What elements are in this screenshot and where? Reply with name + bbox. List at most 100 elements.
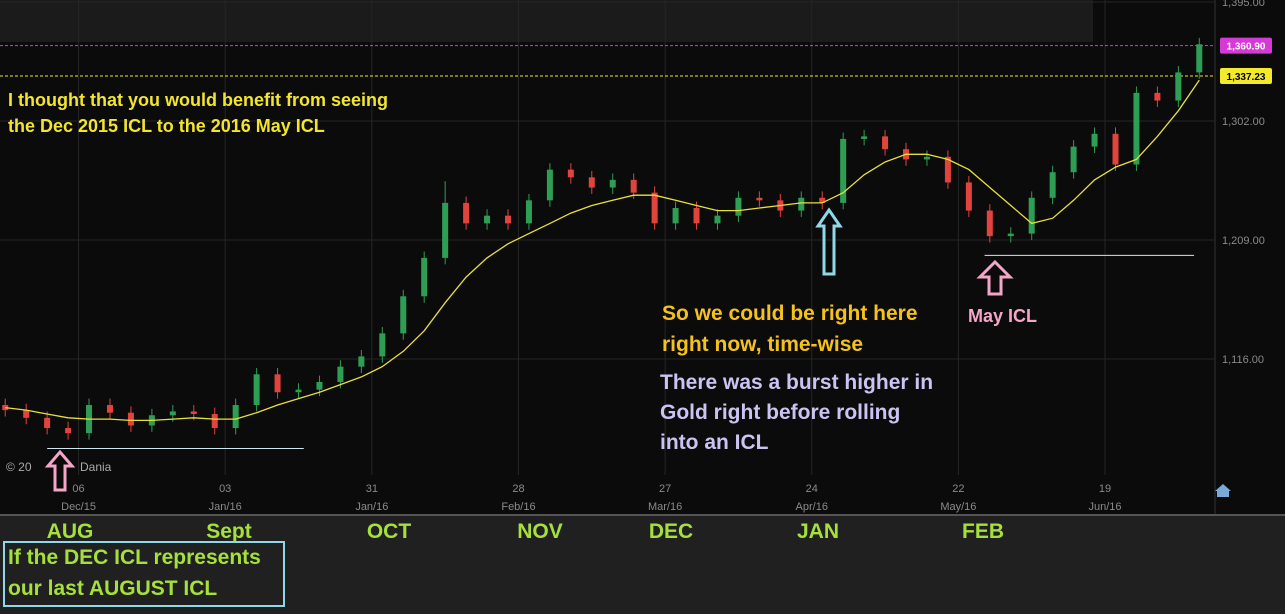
- candle-body: [253, 374, 260, 406]
- candle-body: [1112, 133, 1119, 165]
- y-tick-label: 1,395.00: [1222, 0, 1265, 9]
- top-panel: [0, 0, 1093, 42]
- candle-body: [651, 192, 658, 224]
- candle-body: [1175, 72, 1182, 101]
- x-tick-label: 24: [806, 483, 818, 495]
- y-tick-label: 1,116.00: [1222, 354, 1264, 366]
- candle-body: [923, 156, 930, 160]
- candle-body: [798, 197, 805, 211]
- candle-body: [211, 413, 218, 429]
- candle-body: [504, 215, 511, 224]
- candle-body: [169, 411, 176, 416]
- candle-body: [840, 138, 847, 203]
- cycle-month: NOV: [517, 520, 563, 543]
- candle-body: [379, 333, 386, 357]
- x-tick-month: Jun/16: [1089, 501, 1122, 513]
- cycle-month: AUG: [47, 520, 94, 543]
- candle-body: [1154, 92, 1161, 101]
- candle-body: [735, 197, 742, 216]
- candle-body: [1196, 44, 1203, 73]
- candle-body: [588, 177, 595, 188]
- cycle-month: DEC: [649, 520, 693, 543]
- note-burst: into an ICL: [660, 431, 769, 454]
- candle-body: [421, 257, 428, 297]
- cycle-month: Sept: [206, 520, 252, 543]
- price-level-tag: [1220, 67, 1272, 84]
- bottom-panel: [0, 515, 1285, 614]
- x-tick-month: Apr/16: [796, 501, 828, 513]
- candle-body: [1007, 233, 1014, 237]
- note-burst: There was a burst higher in: [660, 371, 933, 394]
- candle-body: [442, 202, 449, 258]
- candle-body: [358, 356, 365, 367]
- candle-body: [337, 366, 344, 382]
- x-tick-label: 06: [72, 483, 84, 495]
- may-icl-arrow: [976, 259, 1014, 296]
- candle-body: [23, 410, 30, 418]
- note-box-text: If the DEC ICL represents: [8, 546, 261, 569]
- x-tick-label: 28: [512, 483, 524, 495]
- candle-body: [65, 428, 72, 434]
- cycle-month: FEB: [962, 520, 1004, 543]
- candle-body: [525, 200, 532, 224]
- note-may-icl: May ICL: [968, 306, 1037, 326]
- candle-body: [756, 197, 763, 201]
- moving-average: [5, 79, 1200, 422]
- note-burst: Gold right before rolling: [660, 401, 900, 424]
- candle-body: [232, 405, 239, 429]
- candle-body: [693, 208, 700, 224]
- note-timing: right now, time-wise: [662, 333, 863, 356]
- candle-body: [106, 405, 113, 413]
- candle-body: [1049, 172, 1056, 198]
- x-tick-label: 19: [1099, 483, 1111, 495]
- candle-body: [1028, 197, 1035, 234]
- candle-body: [965, 182, 972, 211]
- cycle-month: JAN: [797, 520, 839, 543]
- home-icon[interactable]: [1215, 484, 1231, 497]
- x-tick-label: 27: [659, 483, 671, 495]
- copyright: Dania: [80, 460, 112, 474]
- price-level-label: 1,337.23: [1227, 72, 1266, 83]
- labels: 1,395.00 1,302.00 1,209.00 1,116.00 06 Dec/15…: [6, 0, 1272, 600]
- candle-body: [630, 179, 637, 193]
- candle-body: [861, 136, 868, 139]
- y-tick-label: 1,302.00: [1222, 116, 1265, 128]
- now-arrow: [815, 207, 843, 276]
- note-intro: I thought that you would benefit from se…: [8, 90, 388, 110]
- candle-body: [819, 197, 826, 203]
- candle-body: [672, 208, 679, 224]
- candle-body: [484, 215, 491, 224]
- x-tick-month: Mar/16: [648, 501, 682, 513]
- candle-body: [882, 136, 889, 150]
- x-tick-month: Jan/16: [355, 501, 388, 513]
- candle-body: [944, 156, 951, 183]
- candle-body: [714, 215, 721, 224]
- candle-body: [190, 411, 197, 414]
- x-tick-month: Feb/16: [501, 501, 535, 513]
- x-tick-label: 03: [219, 483, 231, 495]
- candle-body: [1133, 92, 1140, 165]
- candle-body: [44, 417, 51, 429]
- candle-body: [1070, 146, 1077, 173]
- note-box-text: our last AUGUST ICL: [8, 577, 217, 600]
- x-tick-month: May/16: [940, 501, 976, 513]
- candle-body: [316, 381, 323, 390]
- aug-icl-arrow: [44, 449, 76, 492]
- grid: [0, 0, 1215, 475]
- x-tick-month: Jan/16: [209, 501, 242, 513]
- candle-body: [274, 374, 281, 393]
- price-level-tag: [1220, 37, 1272, 54]
- note-box: [3, 541, 285, 607]
- candle-body: [546, 169, 553, 201]
- x-tick-month: Dec/15: [61, 501, 96, 513]
- x-tick-label: 22: [952, 483, 964, 495]
- note-intro: the Dec 2015 ICL to the 2016 May ICL: [8, 116, 325, 136]
- x-tick-label: 31: [366, 483, 378, 495]
- candle-body: [400, 296, 407, 334]
- candle-body: [567, 169, 574, 178]
- copyright: © 20: [6, 460, 32, 474]
- candle-body: [986, 210, 993, 237]
